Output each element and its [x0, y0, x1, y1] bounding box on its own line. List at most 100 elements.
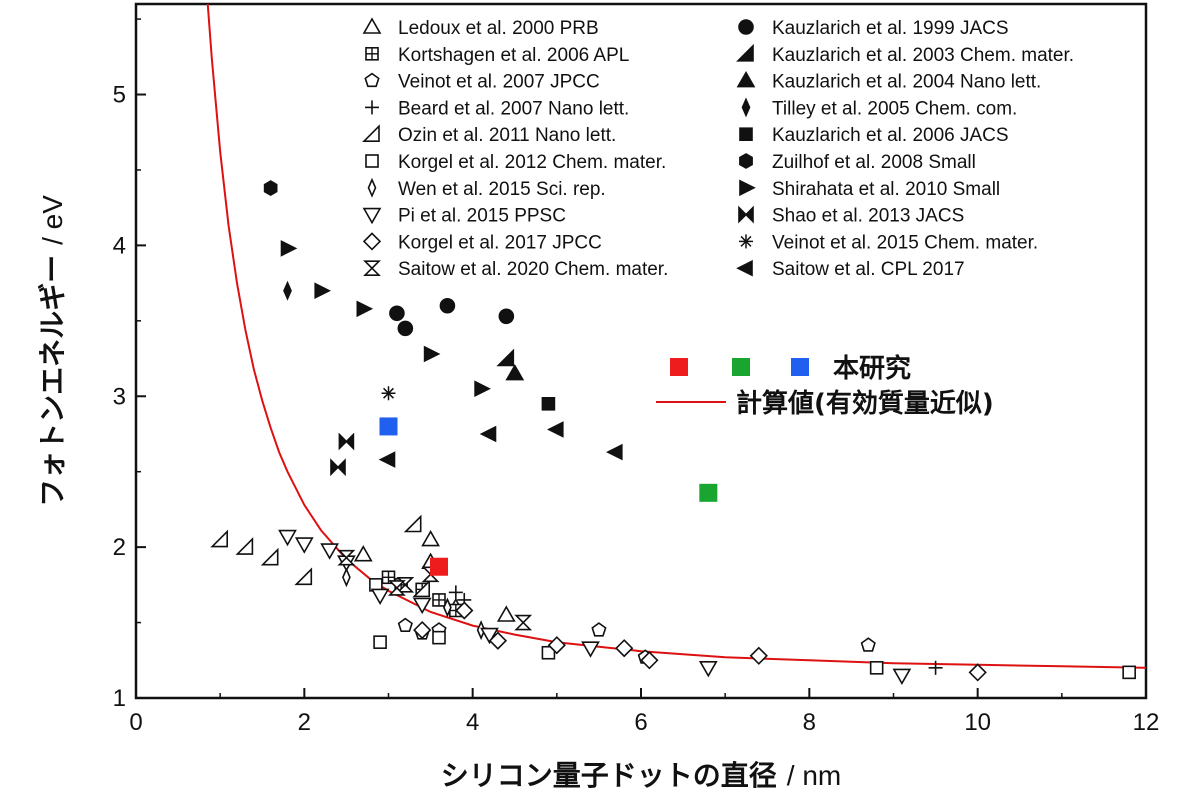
data-point	[403, 514, 422, 533]
data-point	[698, 660, 718, 678]
data-point	[498, 308, 515, 325]
y-axis-title: フォトンエネルギー	[36, 255, 69, 507]
curve-label: 計算値(有効質量近似)	[736, 388, 994, 419]
this-work-legend-swatch	[670, 358, 688, 376]
x-tick-label: 4	[466, 709, 479, 736]
curve-layer	[206, 4, 1146, 669]
data-point	[413, 620, 432, 640]
legend-marker	[362, 124, 380, 142]
legend-label: Kauzlarich et al. 1999 JACS	[772, 18, 1009, 39]
data-point	[373, 635, 387, 649]
data-point	[869, 661, 884, 675]
data-point	[496, 348, 515, 367]
legend-label: Saitow et al. 2020 Chem. mater.	[398, 259, 668, 280]
data-point	[479, 425, 497, 443]
data-point	[314, 282, 331, 299]
data-point	[448, 585, 463, 600]
data-point	[210, 529, 228, 548]
x-tick-label: 2	[298, 709, 311, 736]
data-point	[278, 529, 297, 547]
x-tick-label: 8	[803, 709, 816, 736]
legend-label: Veinot et al. 2007 JPCC	[398, 72, 600, 93]
data-point	[280, 240, 298, 257]
data-point	[541, 397, 556, 411]
data-point	[892, 668, 912, 686]
data-point	[640, 651, 659, 670]
data-point	[397, 617, 413, 633]
this-work-point	[430, 557, 448, 576]
legend-marker	[741, 97, 751, 118]
data-point	[320, 543, 339, 560]
y-tick-label: 3	[113, 383, 126, 410]
legend-marker	[362, 232, 382, 251]
legend-label: Kauzlarich et al. 2006 JACS	[772, 125, 1009, 146]
legend-label: Shirahata et al. 2010 Small	[772, 179, 1000, 200]
this-work-label: 本研究	[833, 353, 911, 384]
legend-label: Veinot et al. 2015 Chem. mater.	[772, 232, 1038, 253]
data-point	[455, 601, 474, 620]
legend-label: Kauzlarich et al. 2004 Nano lett.	[772, 72, 1041, 93]
data-point	[488, 631, 508, 650]
data-point	[476, 620, 486, 641]
x-tick-label: 10	[964, 709, 991, 736]
legend-label: Korgel et al. 2012 Chem. mater.	[398, 152, 666, 173]
legend-marker	[736, 70, 756, 88]
legend-marker	[363, 260, 381, 277]
legend-label: Kauzlarich et al. 2003 Chem. mater.	[772, 45, 1074, 66]
legend-marker	[362, 207, 382, 225]
data-point	[294, 537, 314, 554]
x-axis-label: シリコン量子ドットの直径 / nm	[441, 759, 841, 792]
legend-marker	[365, 46, 379, 61]
x-tick-label: 6	[634, 709, 647, 736]
data-point	[541, 645, 556, 660]
legend-label: Pi et al. 2015 PPSC	[398, 206, 566, 227]
data-point	[615, 639, 634, 658]
data-point	[505, 363, 525, 381]
data-point	[412, 597, 432, 615]
points-layer	[210, 180, 1136, 686]
legend-label: Ledoux et al. 2000 PRB	[398, 18, 599, 39]
legend-marker	[362, 17, 382, 34]
legend-marker	[365, 154, 379, 168]
data-point	[749, 646, 768, 665]
legend-marker	[738, 205, 754, 224]
legend-marker	[364, 72, 380, 88]
data-point	[381, 386, 396, 401]
data-point	[860, 637, 876, 652]
data-point	[581, 641, 600, 658]
legend-marker	[739, 179, 756, 197]
y-axis-unit: / eV	[37, 195, 68, 245]
y-axis-label: フォトンエネルギー / eV	[36, 195, 69, 507]
legend-marker	[365, 100, 379, 115]
legend-label: Korgel et al. 2017 JPCC	[398, 232, 602, 253]
data-point	[342, 567, 351, 588]
data-point	[378, 451, 396, 468]
data-point	[260, 547, 279, 566]
data-point	[263, 180, 278, 197]
data-point	[338, 432, 355, 451]
legend-label: Tilley et al. 2005 Chem. com.	[772, 98, 1017, 119]
y-tick-label: 1	[113, 685, 126, 712]
legend-label: Zuilhof et al. 2008 Small	[772, 152, 976, 173]
this-work-point	[379, 417, 398, 436]
data-point	[353, 545, 373, 562]
data-point	[432, 593, 446, 607]
this-work-legend-swatch	[791, 358, 809, 376]
legend-label: Shao et al. 2013 JACS	[772, 206, 964, 227]
y-tick-label: 5	[113, 82, 126, 109]
legend-label: Saitow et al. CPL 2017	[772, 259, 965, 280]
x-axis-title: シリコン量子ドットの直径	[441, 759, 777, 792]
data-point	[235, 537, 254, 555]
calculated-curve	[206, 4, 1146, 669]
data-point	[606, 443, 623, 461]
y-tick-label: 4	[113, 232, 126, 259]
data-point	[591, 622, 607, 637]
data-point	[389, 305, 405, 322]
data-point	[397, 320, 414, 337]
data-point	[547, 636, 566, 655]
data-point	[330, 458, 346, 477]
this-work-legend-swatch	[732, 358, 750, 376]
